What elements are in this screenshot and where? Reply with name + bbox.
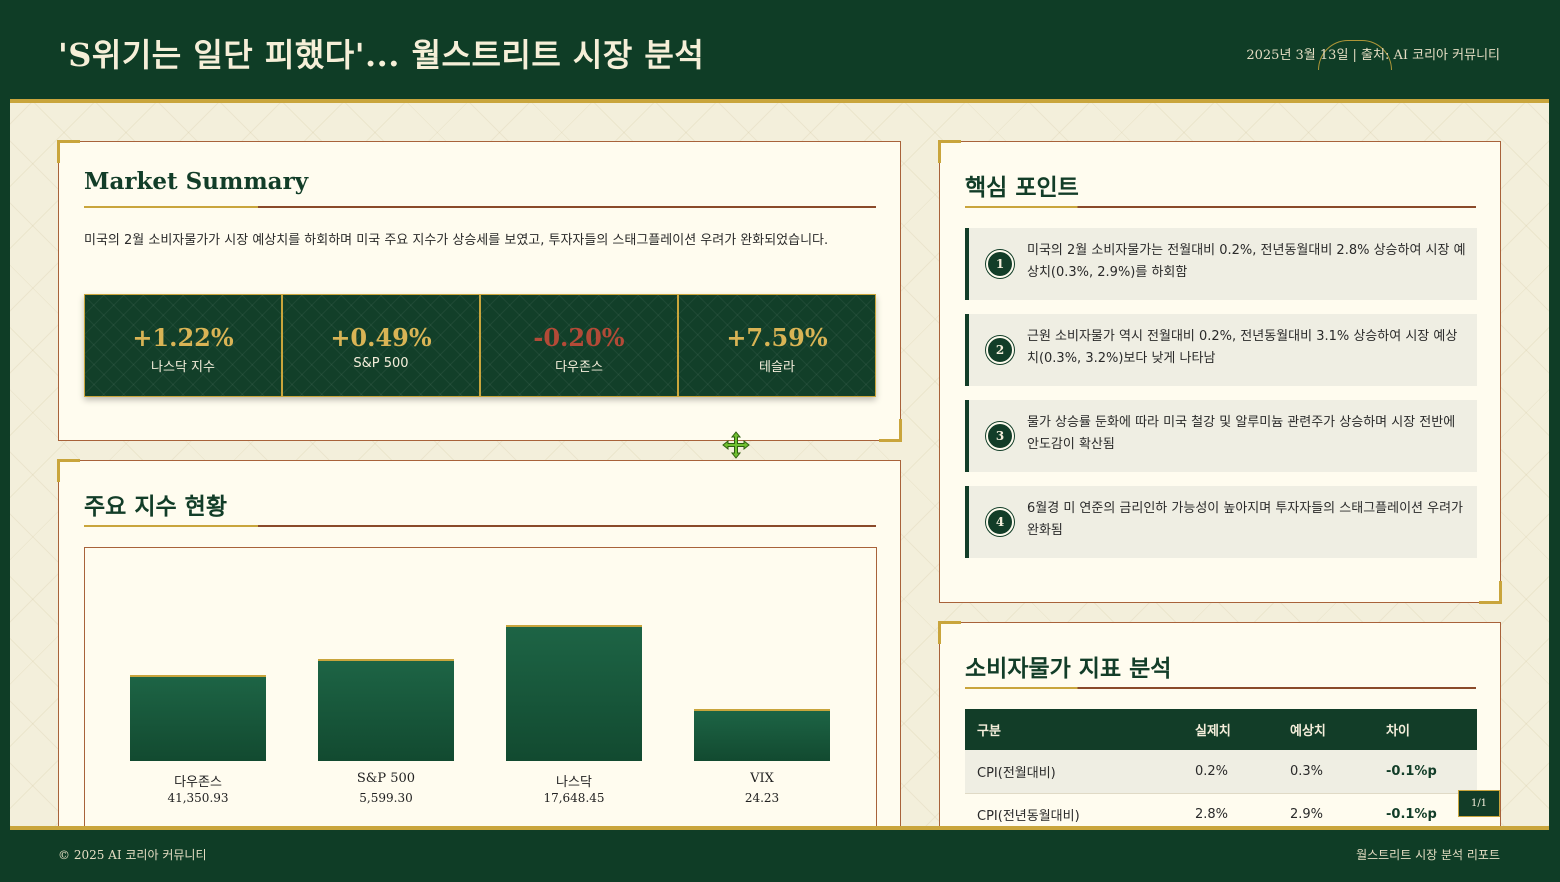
key-points-title: 핵심 포인트 — [965, 174, 1079, 201]
table-cell: CPI(전년동월대비) — [965, 793, 1183, 826]
key-point-item: 3 물가 상승률 둔화에 따라 미국 철강 및 알루미늄 관련주가 상승하며 시… — [965, 400, 1477, 472]
chart-bar — [694, 709, 830, 761]
stat-label: 테슬라 — [759, 360, 795, 375]
stat-label: 나스닥 지수 — [151, 360, 215, 375]
key-point-item: 1 미국의 2월 소비자물가는 전월대비 0.2%, 전년동월대비 2.8% 상… — [965, 228, 1477, 300]
table-row: CPI(전월대비) 0.2% 0.3% -0.1%p — [965, 750, 1477, 794]
stat-value: +0.49% — [330, 323, 432, 352]
table-header-row: 구분 실제치 예상치 차이 — [965, 709, 1477, 750]
move-cursor-icon — [722, 431, 750, 459]
key-point-number: 2 — [986, 336, 1014, 364]
key-point-item: 4 6월경 미 연준의 금리인하 가능성이 높아지며 투자자들의 스태그플레이션… — [965, 486, 1477, 558]
key-point-text: 6월경 미 연준의 금리인하 가능성이 높아지며 투자자들의 스태그플레이션 우… — [1027, 501, 1464, 538]
key-point-text: 미국의 2월 소비자물가는 전월대비 0.2%, 전년동월대비 2.8% 상승하… — [1027, 243, 1466, 280]
key-point-number: 4 — [986, 508, 1014, 536]
column-header: 실제치 — [1183, 709, 1278, 750]
stat-label: 다우존스 — [555, 360, 603, 375]
title-divider — [965, 206, 1476, 208]
key-points-card: 핵심 포인트 1 미국의 2월 소비자물가는 전월대비 0.2%, 전년동월대비… — [938, 140, 1502, 604]
market-summary-card: Market Summary 미국의 2월 소비자물가가 시장 예상치를 하회하… — [57, 140, 902, 442]
market-summary-title: Market Summary — [84, 168, 309, 195]
slide-canvas: Market Summary 미국의 2월 소비자물가가 시장 예상치를 하회하… — [10, 99, 1549, 830]
chart-bar — [130, 675, 266, 761]
footer-copyright: © 2025 AI 코리아 커뮤니티 — [58, 848, 207, 862]
summary-text: 미국의 2월 소비자물가가 시장 예상치를 하회하며 미국 주요 지수가 상승세… — [84, 233, 829, 248]
key-point-number: 3 — [986, 422, 1014, 450]
page-number-badge: 1/1 — [1458, 790, 1500, 817]
column-header: 차이 — [1374, 709, 1477, 750]
indices-card: 주요 지수 현황 다우존스 41,350.93 S&P 500 5,599.30 나스닥… — [57, 459, 901, 826]
date-source: 2025년 3월 13일 | 출처: AI 코리아 커뮤니티 — [1246, 48, 1500, 63]
bar-category-label: 나스닥 — [556, 775, 592, 790]
title-divider — [84, 206, 876, 208]
bar-value-label: 41,350.93 — [167, 791, 229, 805]
cpi-table: 구분 실제치 예상치 차이 CPI(전월대비) 0.2% 0.3% -0.1%p… — [965, 709, 1477, 826]
page-header: 'S위기는 일단 피했다'... 월스트리트 시장 분석 2025년 3월 13… — [0, 0, 1560, 100]
cpi-title: 소비자물가 지표 분석 — [965, 655, 1172, 682]
column-header: 예상치 — [1278, 709, 1374, 750]
table-cell: 2.8% — [1183, 793, 1278, 826]
stat-tesla: +7.59% 테슬라 — [679, 295, 875, 396]
bar-category-label: VIX — [750, 771, 774, 786]
stat-value: -0.20% — [533, 323, 625, 352]
indices-title: 주요 지수 현황 — [84, 493, 227, 520]
table-cell: 2.9% — [1278, 793, 1374, 826]
stat-dow: -0.20% 다우존스 — [481, 295, 679, 396]
key-point-item: 2 근원 소비자물가 역시 전월대비 0.2%, 전년동월대비 3.1% 상승하… — [965, 314, 1477, 386]
stat-sp500: +0.49% S&P 500 — [283, 295, 481, 396]
page-title: 'S위기는 일단 피했다'... 월스트리트 시장 분석 — [58, 36, 705, 74]
bar-chart: 다우존스 41,350.93 S&P 500 5,599.30 나스닥 17,648.45… — [84, 547, 877, 826]
stat-value: +7.59% — [726, 323, 828, 352]
key-point-text: 근원 소비자물가 역시 전월대비 0.2%, 전년동월대비 3.1% 상승하여 … — [1027, 329, 1458, 366]
stats-row: +1.22% 나스닥 지수 +0.49% S&P 500 -0.20% 다우존스… — [84, 294, 876, 397]
stat-label: S&P 500 — [353, 356, 409, 371]
table-cell: 0.2% — [1183, 750, 1278, 794]
title-divider — [84, 525, 876, 527]
table-cell: -0.1%p — [1374, 750, 1477, 794]
stat-nasdaq: +1.22% 나스닥 지수 — [85, 295, 283, 396]
cpi-card: 소비자물가 지표 분석 구분 실제치 예상치 차이 CPI(전월대비) 0.2%… — [938, 621, 1501, 826]
stat-value: +1.22% — [132, 323, 234, 352]
footer-report-name: 월스트리트 시장 분석 리포트 — [1356, 848, 1500, 862]
bar-category-label: S&P 500 — [356, 771, 416, 786]
column-header: 구분 — [965, 709, 1183, 750]
bar-category-label: 다우존스 — [174, 775, 222, 790]
table-row: CPI(전년동월대비) 2.8% 2.9% -0.1%p — [965, 793, 1477, 826]
key-point-text: 물가 상승률 둔화에 따라 미국 철강 및 알루미늄 관련주가 상승하며 시장 … — [1027, 415, 1456, 452]
chart-bar — [506, 625, 642, 761]
title-divider — [965, 687, 1476, 689]
table-cell: CPI(전월대비) — [965, 750, 1183, 794]
table-cell: 0.3% — [1278, 750, 1374, 794]
bar-value-label: 5,599.30 — [359, 791, 413, 805]
bar-value-label: 17,648.45 — [543, 791, 605, 805]
chart-bar — [318, 659, 454, 761]
key-point-number: 1 — [986, 250, 1014, 278]
bar-value-label: 24.23 — [744, 791, 780, 805]
